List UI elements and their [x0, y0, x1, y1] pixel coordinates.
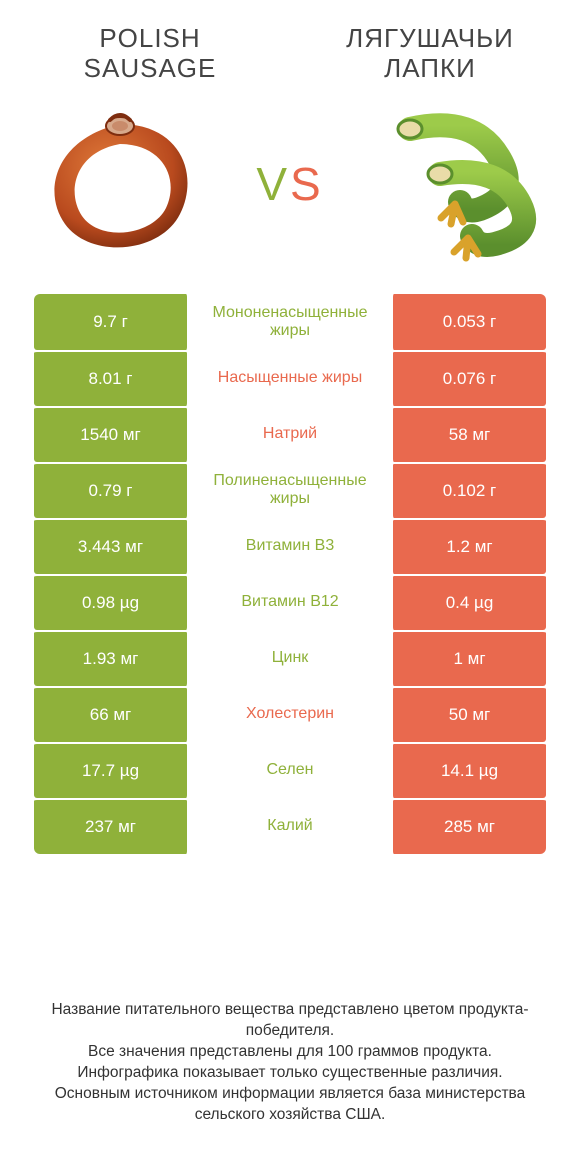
- footer-line: Название питательного вещества представл…: [28, 1000, 552, 1042]
- nutrient-label: Витамин B3: [189, 518, 391, 574]
- nutrient-label: Цинк: [189, 630, 391, 686]
- table-row: 1.93 мгЦинк1 мг: [34, 630, 546, 686]
- table-row: 17.7 µgСелен14.1 µg: [34, 742, 546, 798]
- table-row: 237 мгКалий285 мг: [34, 798, 546, 854]
- value-left: 3.443 мг: [34, 518, 189, 574]
- value-right: 1.2 мг: [391, 518, 546, 574]
- hero-row: VS: [0, 94, 580, 294]
- nutrient-label: Селен: [189, 742, 391, 798]
- footer-line: Все значения представлены для 100 граммо…: [28, 1042, 552, 1063]
- value-right: 50 мг: [391, 686, 546, 742]
- table-row: 66 мгХолестерин50 мг: [34, 686, 546, 742]
- nutrient-label: Калий: [189, 798, 391, 854]
- value-right: 0.102 г: [391, 462, 546, 518]
- footer-line: Основным источником информации является …: [28, 1084, 552, 1126]
- comparison-table: 9.7 гМононенасыщенные жиры0.053 г8.01 гН…: [0, 294, 580, 854]
- titles-row: POLISH SAUSAGE ЛЯГУШАЧЬИ ЛАПКИ: [0, 0, 580, 94]
- footer-line: Инфографика показывает только существенн…: [28, 1063, 552, 1084]
- value-left: 8.01 г: [34, 350, 189, 406]
- value-left: 9.7 г: [34, 294, 189, 350]
- value-right: 0.076 г: [391, 350, 546, 406]
- value-right: 58 мг: [391, 406, 546, 462]
- nutrient-label: Натрий: [189, 406, 391, 462]
- value-left: 66 мг: [34, 686, 189, 742]
- nutrient-label: Мононенасыщенные жиры: [189, 294, 391, 350]
- value-right: 1 мг: [391, 630, 546, 686]
- value-left: 17.7 µg: [34, 742, 189, 798]
- value-left: 237 мг: [34, 798, 189, 854]
- table-row: 0.98 µgВитамин B120.4 µg: [34, 574, 546, 630]
- nutrient-label: Холестерин: [189, 686, 391, 742]
- vs-label: VS: [256, 157, 323, 211]
- sausage-icon: [30, 104, 210, 264]
- value-right: 0.053 г: [391, 294, 546, 350]
- value-left: 1.93 мг: [34, 630, 189, 686]
- table-row: 3.443 мгВитамин B31.2 мг: [34, 518, 546, 574]
- title-right: ЛЯГУШАЧЬИ ЛАПКИ: [310, 24, 550, 84]
- title-left: POLISH SAUSAGE: [30, 24, 270, 84]
- value-left: 0.98 µg: [34, 574, 189, 630]
- table-row: 0.79 гПолиненасыщенные жиры0.102 г: [34, 462, 546, 518]
- value-right: 285 мг: [391, 798, 546, 854]
- value-right: 14.1 µg: [391, 742, 546, 798]
- nutrient-label: Полиненасыщенные жиры: [189, 462, 391, 518]
- value-left: 1540 мг: [34, 406, 189, 462]
- value-left: 0.79 г: [34, 462, 189, 518]
- table-row: 1540 мгНатрий58 мг: [34, 406, 546, 462]
- nutrient-label: Витамин B12: [189, 574, 391, 630]
- footer-notes: Название питательного вещества представл…: [0, 1000, 580, 1126]
- value-right: 0.4 µg: [391, 574, 546, 630]
- nutrient-label: Насыщенные жиры: [189, 350, 391, 406]
- table-row: 9.7 гМононенасыщенные жиры0.053 г: [34, 294, 546, 350]
- table-row: 8.01 гНасыщенные жиры0.076 г: [34, 350, 546, 406]
- frog-legs-icon: [370, 104, 550, 264]
